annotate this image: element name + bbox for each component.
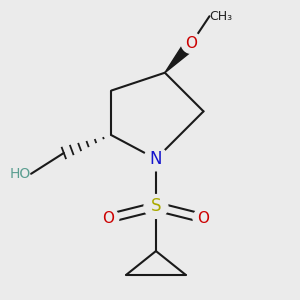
Text: O: O (186, 35, 198, 50)
Text: O: O (197, 211, 209, 226)
Polygon shape (165, 39, 196, 73)
Text: HO: HO (10, 167, 31, 181)
Text: S: S (151, 197, 161, 215)
Circle shape (144, 147, 168, 171)
Circle shape (193, 208, 214, 229)
Circle shape (144, 195, 168, 218)
Circle shape (181, 33, 202, 53)
Text: O: O (102, 211, 114, 226)
Text: CH₃: CH₃ (209, 10, 232, 23)
Circle shape (98, 208, 119, 229)
Text: N: N (150, 150, 162, 168)
